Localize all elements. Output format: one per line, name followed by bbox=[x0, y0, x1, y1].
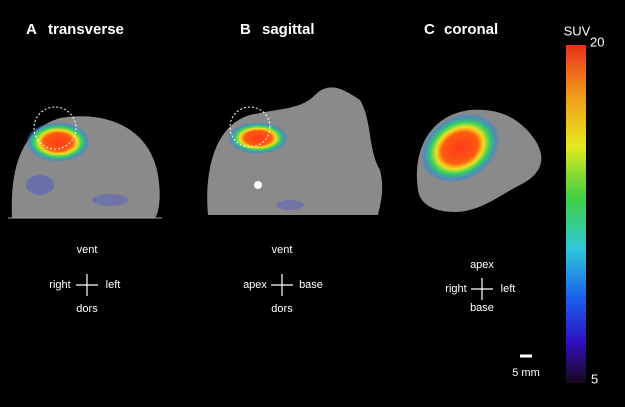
colorbar-min: 5 bbox=[591, 371, 598, 386]
colorbar-label: SUV bbox=[564, 23, 591, 38]
panel-letter: C bbox=[424, 21, 435, 38]
orientation-right: base bbox=[299, 279, 323, 291]
scan-image bbox=[207, 87, 383, 215]
orientation-top: apex bbox=[470, 259, 494, 271]
colorbar-max: 20 bbox=[590, 34, 604, 49]
colorbar bbox=[566, 45, 586, 383]
roi-circle bbox=[33, 106, 77, 150]
hotspot bbox=[228, 122, 288, 154]
orientation-cross bbox=[271, 274, 293, 296]
panel-a: A transverse vent right left dors bbox=[8, 21, 162, 315]
orientation-bottom: dors bbox=[76, 303, 98, 315]
panel-letter: A bbox=[26, 21, 37, 38]
orientation-bottom: dors bbox=[271, 303, 293, 315]
roi-circle bbox=[229, 106, 271, 148]
panel-label: transverse bbox=[48, 21, 124, 38]
orientation-bottom: base bbox=[470, 302, 494, 314]
orientation-top: vent bbox=[272, 244, 293, 256]
hotspot bbox=[26, 122, 90, 162]
orientation-cross bbox=[76, 274, 98, 296]
panel-label: sagittal bbox=[262, 21, 315, 38]
uptake bbox=[92, 194, 128, 206]
orientation-right: left bbox=[501, 283, 516, 295]
panel-c: C coronal apex right left base bbox=[416, 21, 542, 314]
scale-bar-label: 5 mm bbox=[512, 367, 540, 379]
uptake bbox=[26, 175, 54, 195]
orientation-cross bbox=[471, 278, 493, 300]
panel-letter: B bbox=[240, 21, 251, 38]
orientation-left: apex bbox=[243, 279, 267, 291]
bright-spot bbox=[254, 181, 262, 189]
orientation-left: right bbox=[49, 279, 70, 291]
orientation-right: left bbox=[106, 279, 121, 291]
hotspot bbox=[420, 113, 500, 183]
uptake bbox=[276, 200, 304, 210]
panel-label: coronal bbox=[444, 21, 498, 38]
orientation-top: vent bbox=[77, 244, 98, 256]
orientation-left: right bbox=[445, 283, 466, 295]
panel-b: B sagittal vent apex base dors bbox=[207, 21, 383, 315]
